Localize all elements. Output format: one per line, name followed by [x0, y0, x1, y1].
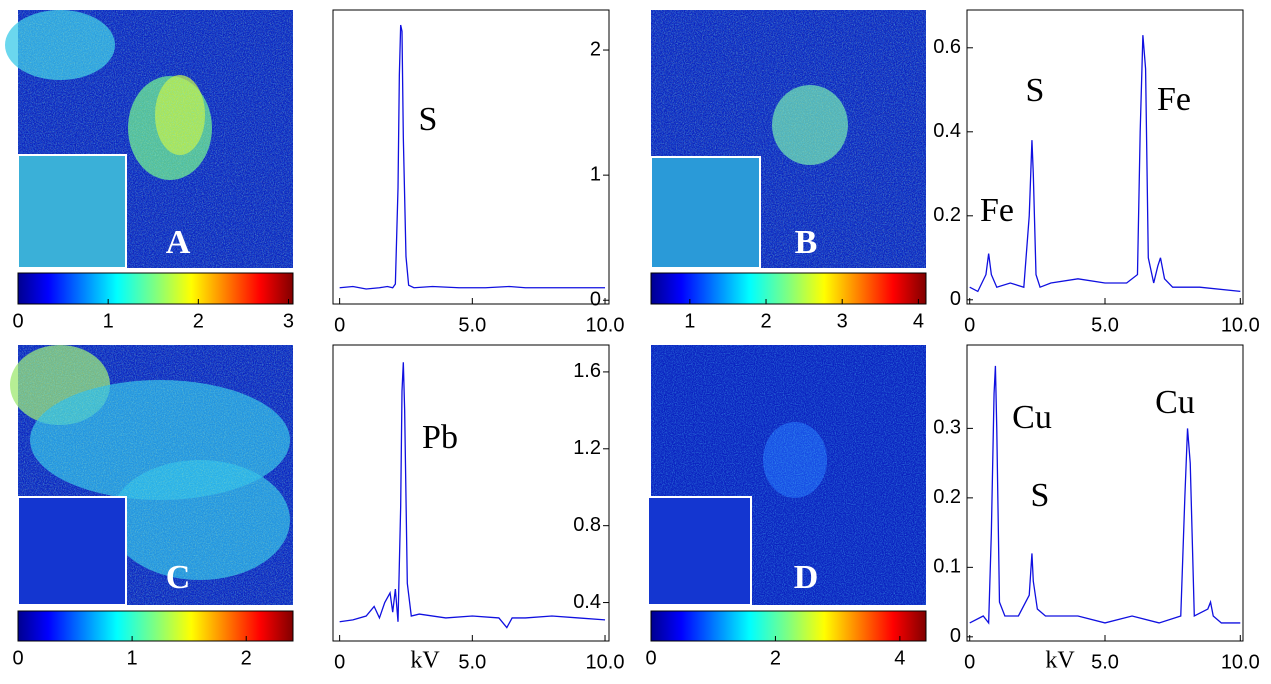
panel-label: B	[795, 224, 818, 261]
colorbar-tick-label: 4	[913, 310, 924, 332]
colorbar	[17, 610, 294, 642]
x-axis-label: kV	[1045, 648, 1075, 674]
x-tick-label: 5.0	[458, 314, 486, 336]
x-tick-label: 0	[334, 314, 345, 336]
colorbar-tick-label: 0	[12, 310, 23, 332]
colorbar-tick-label: 2	[193, 310, 204, 332]
x-tick-label: 0	[964, 314, 975, 336]
y-tick-label: 0.1	[933, 556, 961, 578]
peak-annotation: Cu	[1155, 384, 1195, 421]
colorbar-tick-label: 0	[645, 647, 656, 669]
spectrum-line	[969, 35, 1241, 293]
peak-annotation: Fe	[980, 192, 1014, 229]
peak-annotation: S	[1031, 477, 1050, 514]
y-tick-label: 2	[590, 38, 601, 60]
peak-annotation: Pb	[422, 419, 458, 456]
peak-annotation: Cu	[1012, 399, 1052, 436]
colorbar-tick-label: 1	[103, 310, 114, 332]
y-tick-label: 0	[590, 289, 601, 311]
y-tick-label: 1	[590, 163, 601, 185]
element-map: A 0 1 2 3	[5, 10, 294, 332]
colorbar-tick-label: 4	[894, 647, 905, 669]
peak-annotation: S	[1026, 72, 1045, 109]
spectrum-line	[339, 362, 606, 629]
element-map: B 1 2 3 4	[650, 10, 927, 332]
colorbar-tick-label: 3	[283, 310, 294, 332]
peak-annotation: S	[419, 101, 438, 138]
x-tick-label: 10.0	[1221, 314, 1260, 336]
y-tick-label: 0.4	[933, 120, 961, 142]
inset	[647, 496, 752, 606]
x-tick-label: 10.0	[586, 314, 625, 336]
x-tick-label: 5.0	[1091, 651, 1119, 673]
plot-frame	[332, 9, 610, 305]
panel-label: C	[166, 559, 191, 596]
colorbar	[17, 272, 294, 305]
inset	[650, 156, 761, 269]
x-axis-label: kV	[410, 648, 440, 674]
element-map: C 0 1 2	[10, 345, 294, 669]
y-tick-label: 0	[950, 288, 961, 310]
element-map: D 0 2 4	[645, 345, 927, 669]
y-tick-label: 0.4	[573, 591, 601, 613]
spectrum-chart: 0 5.0 10.0 0 0.1 0.2 0.3 Cu S Cu kV	[933, 344, 1260, 674]
plot-frame	[966, 344, 1244, 642]
colorbar-tick-label: 1	[127, 647, 138, 669]
colorbar-tick-label: 2	[770, 647, 781, 669]
spectrum-chart: 0 5.0 10.0 0 1 2 S	[332, 9, 625, 336]
colorbar	[650, 610, 927, 642]
y-tick-label: 0.8	[573, 514, 601, 536]
spectrum-line	[339, 24, 606, 290]
panel-label: A	[166, 224, 191, 261]
peak-annotation: Fe	[1157, 81, 1191, 118]
colorbar-tick-label: 1	[684, 310, 695, 332]
colorbar-tick-label: 2	[241, 647, 252, 669]
inset	[17, 496, 127, 606]
y-tick-label: 0.6	[933, 36, 961, 58]
x-tick-label: 5.0	[1091, 314, 1119, 336]
spectrum-line	[969, 365, 1241, 625]
x-tick-label: 10.0	[586, 651, 625, 673]
y-tick-label: 1.6	[573, 360, 601, 382]
y-tick-label: 0.2	[933, 486, 961, 508]
y-tick-label: 0.3	[933, 417, 961, 439]
x-tick-label: 10.0	[1221, 651, 1260, 673]
colorbar-tick-label: 2	[760, 310, 771, 332]
spectrum-chart: 0 5.0 10.0 0.4 0.8 1.2 1.6 Pb kV	[332, 344, 625, 674]
y-tick-label: 1.2	[573, 437, 601, 459]
inset	[17, 154, 127, 269]
x-tick-label: 0	[334, 651, 345, 673]
x-tick-label: 5.0	[458, 651, 486, 673]
plot-frame	[332, 344, 610, 642]
panel-label: D	[794, 559, 819, 596]
y-tick-label: 0	[950, 625, 961, 647]
colorbar	[650, 272, 927, 305]
y-tick-label: 0.2	[933, 204, 961, 226]
spectrum-chart: 0 5.0 10.0 0 0.2 0.4 0.6 Fe S Fe	[933, 9, 1260, 336]
plot-frame	[966, 9, 1244, 305]
colorbar-tick-label: 0	[12, 647, 23, 669]
x-tick-label: 0	[964, 651, 975, 673]
colorbar-tick-label: 3	[837, 310, 848, 332]
